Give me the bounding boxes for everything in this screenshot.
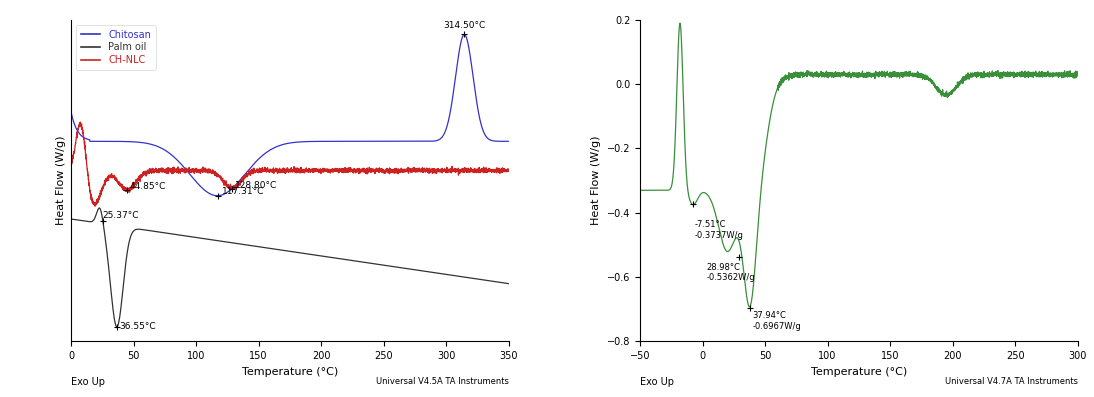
Text: 37.94°C
-0.6967W/g: 37.94°C -0.6967W/g — [753, 311, 801, 331]
Y-axis label: Heat Flow (W/g): Heat Flow (W/g) — [591, 136, 602, 225]
Text: -7.51°C
-0.3737W/g: -7.51°C -0.3737W/g — [695, 220, 743, 240]
Text: 25.37°C: 25.37°C — [103, 211, 139, 220]
Text: 28.98°C
-0.5362W/g: 28.98°C -0.5362W/g — [707, 263, 755, 282]
X-axis label: Temperature (°C): Temperature (°C) — [242, 367, 338, 377]
Text: 36.55°C: 36.55°C — [119, 322, 156, 331]
Text: 314.50°C: 314.50°C — [443, 21, 486, 30]
Text: Universal V4.7A TA Instruments: Universal V4.7A TA Instruments — [944, 377, 1078, 386]
Text: 128.80°C: 128.80°C — [235, 181, 277, 191]
Text: 117.31°C: 117.31°C — [221, 187, 264, 196]
Legend: Chitosan, Palm oil, CH-NLC: Chitosan, Palm oil, CH-NLC — [75, 25, 155, 70]
X-axis label: Temperature (°C): Temperature (°C) — [811, 367, 907, 377]
Text: 44.85°C: 44.85°C — [130, 181, 166, 191]
Text: Exo Up: Exo Up — [640, 377, 674, 387]
Y-axis label: Heat Flow (W/g): Heat Flow (W/g) — [56, 136, 66, 225]
Text: Exo Up: Exo Up — [71, 377, 105, 387]
Text: Universal V4.5A TA Instruments: Universal V4.5A TA Instruments — [376, 377, 509, 386]
